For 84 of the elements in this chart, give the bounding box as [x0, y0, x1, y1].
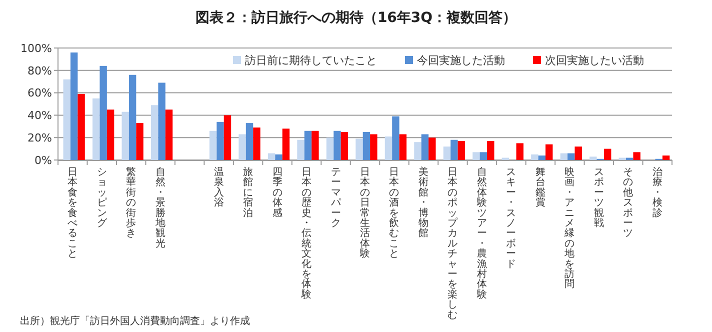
legend-label: 訪日前に期待していたこと	[245, 54, 377, 67]
x-tick-label: 温泉入浴	[214, 166, 224, 209]
y-tick-label: 80%	[28, 64, 52, 78]
bar	[78, 94, 85, 160]
y-tick-label: 20%	[28, 131, 52, 144]
bar	[334, 130, 341, 160]
x-tick-label: 美術館・博物館	[418, 166, 428, 240]
bar	[122, 112, 129, 160]
bar	[399, 134, 407, 160]
bar	[128, 74, 136, 160]
category-label: 映画・アニメ縁の地を訪問	[564, 167, 575, 290]
bar	[70, 52, 78, 160]
legend-label: 次回実施したい活動	[545, 54, 644, 67]
bar	[92, 98, 100, 160]
bar	[604, 148, 612, 160]
x-tick-label: ショッピング	[96, 167, 108, 229]
bar	[487, 140, 494, 160]
category-label: 自然体験ツアー・農漁村体験	[476, 167, 487, 300]
category-label: 日本のポップカルチャーを楽しむ	[448, 167, 458, 321]
bar	[253, 128, 260, 160]
bar	[450, 140, 458, 160]
bar	[246, 123, 254, 160]
legend-label: 今回実施した活動	[417, 54, 505, 67]
bar	[326, 138, 334, 160]
bar	[590, 156, 597, 160]
chart-title: 図表２：訪日旅行への期待（16年3Q：複数回答）	[195, 9, 517, 26]
y-tick-label: 100%	[20, 42, 52, 55]
bar	[480, 152, 488, 160]
category-label: 日本の酒を飲むこと	[389, 167, 400, 260]
bar	[531, 154, 538, 160]
bar	[304, 130, 312, 160]
bar	[472, 152, 480, 160]
bar	[574, 146, 582, 160]
x-tick-label: 繁華街の街歩き	[126, 166, 136, 240]
category-label: スキー・スノーボード	[506, 167, 516, 270]
text: 出所）観光庁「訪日外国人消費動向調査」より作成	[20, 315, 250, 327]
category-label: 日本の日常生活体験	[360, 167, 370, 260]
y-tick-label: 40%	[28, 109, 52, 122]
bar	[340, 132, 348, 160]
bar	[165, 110, 173, 160]
x-tick-label: 自然・景勝地観光	[154, 166, 166, 250]
bar	[384, 136, 392, 160]
bar	[106, 110, 114, 160]
x-tick-label: 舞台鑑賞	[535, 166, 546, 209]
bar	[224, 115, 232, 160]
bar	[297, 140, 304, 160]
bar	[362, 132, 370, 160]
x-tick-label: スポーツ観戦	[594, 167, 604, 229]
bar	[516, 143, 524, 160]
y-tick-label: 60%	[28, 86, 52, 100]
bar	[545, 144, 553, 160]
bar	[392, 116, 400, 160]
category-label: 日本食を食べること	[68, 167, 78, 260]
bar	[238, 134, 246, 160]
bar	[370, 134, 378, 160]
y-tick-label: 0%	[34, 154, 52, 167]
bar	[100, 66, 107, 160]
bar	[443, 146, 451, 160]
bar	[633, 152, 640, 160]
bar	[356, 138, 363, 160]
x-tick-label: 四季の体感	[272, 167, 282, 219]
x-tick-label: その他スポーツ	[623, 167, 634, 240]
bar	[216, 122, 224, 160]
bar	[268, 153, 276, 160]
bar	[150, 105, 158, 160]
bar	[136, 123, 144, 160]
bar	[421, 134, 429, 160]
x-tick-label: 治療・検診	[652, 166, 662, 219]
x-tick-label: テーマパーク	[330, 167, 342, 229]
bar	[560, 153, 568, 160]
bar	[312, 130, 319, 160]
bar	[282, 128, 290, 160]
x-tick-label: 旅館に宿泊	[243, 166, 254, 219]
bar	[275, 154, 282, 160]
category-label: 日本の歴史・伝統文化を体験	[302, 167, 312, 300]
bar	[458, 140, 465, 160]
bar	[158, 82, 166, 160]
bar	[414, 142, 422, 160]
bar	[568, 153, 575, 160]
bar	[662, 156, 670, 160]
bar	[428, 138, 436, 160]
bar	[63, 79, 70, 160]
bar	[538, 156, 546, 160]
bar	[209, 130, 217, 160]
